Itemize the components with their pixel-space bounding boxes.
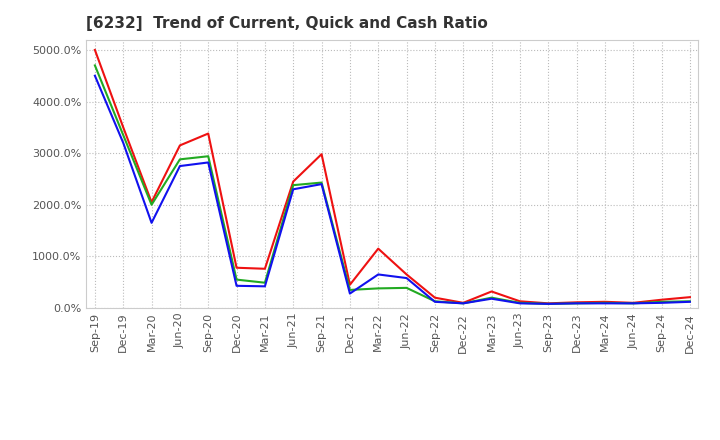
Text: [6232]  Trend of Current, Quick and Cash Ratio: [6232] Trend of Current, Quick and Cash … [86, 16, 488, 32]
Current Ratio [657, 297, 666, 302]
Cash Ratio [685, 299, 694, 304]
Cash Ratio [572, 301, 581, 306]
Quick Ratio [318, 180, 326, 185]
Line: Current Ratio: Current Ratio [95, 50, 690, 303]
Quick Ratio [374, 286, 382, 291]
Cash Ratio [91, 73, 99, 78]
Cash Ratio [176, 163, 184, 169]
Current Ratio [374, 246, 382, 251]
Current Ratio [544, 301, 552, 306]
Cash Ratio [346, 291, 354, 296]
Current Ratio [572, 300, 581, 305]
Cash Ratio [431, 299, 439, 304]
Cash Ratio [629, 301, 637, 306]
Current Ratio [431, 295, 439, 301]
Quick Ratio [431, 299, 439, 304]
Current Ratio [346, 282, 354, 287]
Cash Ratio [261, 284, 269, 289]
Current Ratio [318, 151, 326, 157]
Quick Ratio [346, 287, 354, 293]
Current Ratio [261, 266, 269, 271]
Quick Ratio [148, 202, 156, 207]
Cash Ratio [289, 187, 297, 192]
Quick Ratio [600, 300, 609, 305]
Cash Ratio [600, 301, 609, 306]
Current Ratio [685, 294, 694, 300]
Quick Ratio [402, 285, 411, 290]
Current Ratio [176, 143, 184, 148]
Quick Ratio [657, 299, 666, 304]
Cash Ratio [148, 220, 156, 225]
Current Ratio [204, 131, 212, 136]
Quick Ratio [176, 157, 184, 162]
Quick Ratio [233, 277, 241, 282]
Quick Ratio [261, 280, 269, 286]
Quick Ratio [91, 63, 99, 68]
Current Ratio [402, 272, 411, 277]
Quick Ratio [629, 301, 637, 306]
Quick Ratio [544, 301, 552, 307]
Cash Ratio [459, 301, 467, 306]
Cash Ratio [204, 160, 212, 165]
Current Ratio [91, 47, 99, 52]
Cash Ratio [487, 296, 496, 301]
Cash Ratio [516, 301, 524, 306]
Quick Ratio [685, 299, 694, 304]
Current Ratio [289, 179, 297, 184]
Cash Ratio [374, 272, 382, 277]
Current Ratio [233, 265, 241, 270]
Current Ratio [119, 125, 127, 130]
Cash Ratio [119, 140, 127, 146]
Cash Ratio [318, 181, 326, 187]
Cash Ratio [657, 300, 666, 305]
Current Ratio [148, 200, 156, 205]
Quick Ratio [119, 132, 127, 138]
Line: Cash Ratio: Cash Ratio [95, 76, 690, 304]
Quick Ratio [516, 300, 524, 305]
Current Ratio [459, 300, 467, 305]
Quick Ratio [487, 295, 496, 301]
Quick Ratio [459, 301, 467, 306]
Cash Ratio [544, 301, 552, 307]
Cash Ratio [402, 275, 411, 281]
Current Ratio [487, 289, 496, 294]
Current Ratio [600, 299, 609, 304]
Quick Ratio [572, 301, 581, 306]
Quick Ratio [204, 154, 212, 159]
Current Ratio [516, 299, 524, 304]
Current Ratio [629, 300, 637, 305]
Quick Ratio [289, 183, 297, 188]
Line: Quick Ratio: Quick Ratio [95, 66, 690, 304]
Cash Ratio [233, 283, 241, 289]
